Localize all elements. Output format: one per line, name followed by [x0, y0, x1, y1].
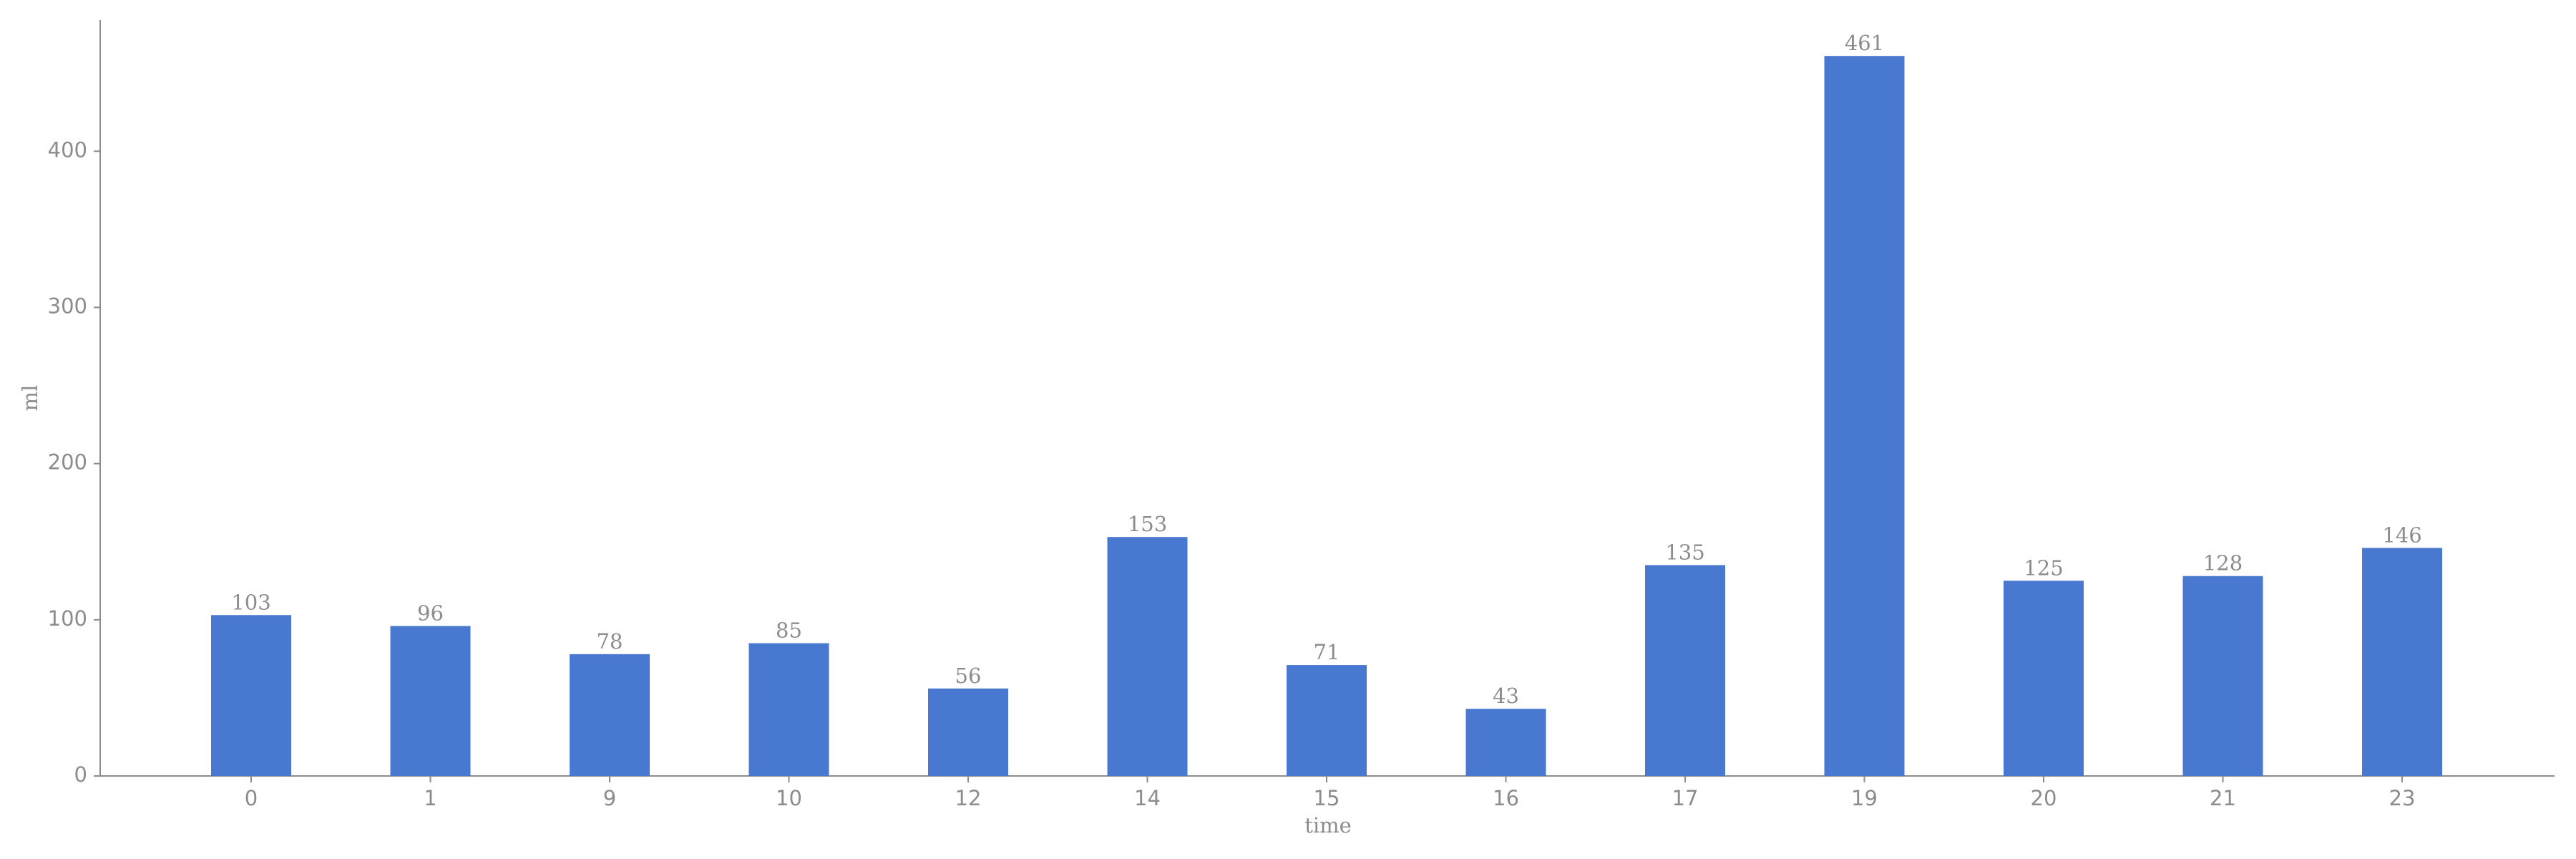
- value-label: 96: [417, 601, 444, 626]
- bar: [1287, 665, 1367, 776]
- x-tick-label: 23: [2389, 786, 2416, 810]
- value-label: 43: [1493, 684, 1519, 708]
- x-axis-label: time: [1304, 813, 1352, 838]
- value-label: 85: [776, 618, 802, 643]
- bar: [1465, 709, 1546, 776]
- x-tick-label: 16: [1493, 786, 1519, 810]
- x-tick-label: 15: [1314, 786, 1340, 810]
- value-label: 125: [2024, 555, 2063, 580]
- x-tick-label: 9: [603, 786, 616, 810]
- x-tick-label: 12: [955, 786, 982, 810]
- bar: [2004, 581, 2084, 776]
- y-tick-label: 400: [48, 137, 87, 162]
- bar: [1824, 56, 1905, 776]
- y-axis-label: ml: [18, 385, 42, 412]
- bar: [390, 626, 471, 776]
- x-tick-label: 1: [424, 786, 436, 810]
- value-label: 128: [2203, 551, 2243, 576]
- bar: [748, 643, 829, 776]
- value-label: 56: [955, 664, 982, 688]
- bar: [1645, 565, 1725, 776]
- bar: [2182, 576, 2263, 776]
- value-label: 146: [2382, 523, 2421, 547]
- value-label: 153: [1128, 512, 1167, 536]
- y-tick-label: 300: [48, 293, 87, 318]
- bar: [211, 615, 291, 776]
- x-tick-label: 20: [2031, 786, 2057, 810]
- y-tick-label: 200: [48, 450, 87, 475]
- value-label: 103: [231, 590, 270, 614]
- y-tick-label: 100: [48, 606, 87, 631]
- bar: [928, 688, 1008, 776]
- bar: [570, 654, 650, 776]
- bar: [2362, 548, 2442, 776]
- x-tick-label: 17: [1672, 786, 1699, 810]
- y-tick-label: 0: [74, 762, 87, 787]
- value-label: 71: [1314, 640, 1340, 664]
- value-label: 135: [1665, 540, 1704, 564]
- bar: [1107, 537, 1188, 776]
- x-tick-label: 19: [1851, 786, 1878, 810]
- x-tick-label: 0: [245, 786, 258, 810]
- x-tick-label: 21: [2210, 786, 2236, 810]
- x-tick-label: 10: [776, 786, 802, 810]
- value-label: 461: [1845, 31, 1884, 55]
- value-label: 78: [597, 629, 623, 654]
- x-tick-label: 14: [1134, 786, 1161, 810]
